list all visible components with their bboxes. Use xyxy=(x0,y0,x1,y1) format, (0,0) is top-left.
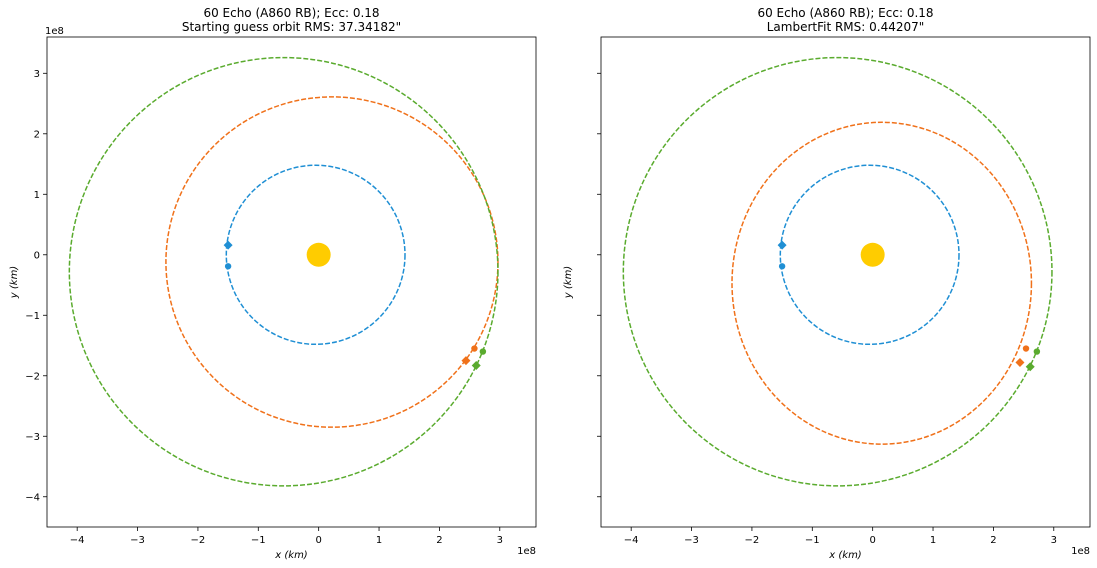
x-tick-label: 3 xyxy=(497,535,503,546)
x-tick-label: −1 xyxy=(251,535,266,546)
chart-title: 60 Echo (A860 RB); Ecc: 0.18 xyxy=(757,6,933,20)
chart-subtitle: LambertFit RMS: 0.44207" xyxy=(767,20,925,34)
x-tick-label: −4 xyxy=(70,535,85,546)
diamond-marker xyxy=(471,360,481,370)
y-tick-label: −2 xyxy=(25,371,40,382)
y-axis-label: y (km) xyxy=(9,266,20,299)
x-offset-label: 1e8 xyxy=(1071,546,1090,557)
x-tick-label: 1 xyxy=(376,535,382,546)
circle-marker xyxy=(479,348,487,355)
diamond-marker xyxy=(1015,357,1025,367)
sun-marker xyxy=(860,242,885,267)
diamond-marker xyxy=(461,356,471,366)
y-axis-label: y (km) xyxy=(563,266,574,299)
orbit-path xyxy=(622,56,1053,487)
sun-marker xyxy=(306,242,331,267)
y-tick-label: −4 xyxy=(25,492,40,503)
chart-title: 60 Echo (A860 RB); Ecc: 0.18 xyxy=(203,6,379,20)
orbit-path xyxy=(68,56,499,487)
x-tick-label: −1 xyxy=(805,535,820,546)
orbit-path xyxy=(225,164,406,346)
data-layer xyxy=(622,56,1053,487)
orbit-path xyxy=(731,121,1033,445)
circle-marker xyxy=(224,263,232,270)
x-tick-label: −2 xyxy=(191,535,206,546)
diamond-marker xyxy=(777,240,787,250)
circle-marker xyxy=(1022,345,1030,352)
diamond-marker xyxy=(223,240,233,250)
circle-marker xyxy=(778,263,786,270)
x-axis-label: x (km) xyxy=(828,550,861,561)
x-tick-label: 3 xyxy=(1051,535,1057,546)
x-tick-label: −3 xyxy=(684,535,699,546)
orbit-path xyxy=(779,164,960,346)
plot-area xyxy=(600,36,1091,528)
circle-marker xyxy=(471,345,478,352)
x-tick-label: 2 xyxy=(990,535,996,546)
y-tick-label: 0 xyxy=(34,250,40,261)
x-tick-label: −4 xyxy=(624,535,639,546)
y-offset-label: 1e8 xyxy=(45,26,64,37)
diamond-marker xyxy=(1025,362,1035,372)
x-tick-label: 2 xyxy=(436,535,442,546)
data-layer xyxy=(68,56,499,487)
x-tick-label: −2 xyxy=(745,535,760,546)
orbit-path xyxy=(165,96,499,428)
y-tick-label: −1 xyxy=(25,311,40,322)
y-tick-label: −3 xyxy=(25,432,40,443)
right-subplot: 60 Echo (A860 RB); Ecc: 0.18 LambertFit … xyxy=(563,6,1091,561)
y-tick-label: 1 xyxy=(34,190,40,201)
x-tick-label: 1 xyxy=(930,535,936,546)
x-tick-label: 0 xyxy=(869,535,875,546)
x-tick-label: −3 xyxy=(130,535,145,546)
x-tick-label: 0 xyxy=(315,535,321,546)
y-tick-label: 2 xyxy=(34,129,40,140)
y-tick-label: 3 xyxy=(34,69,40,80)
chart-subtitle: Starting guess orbit RMS: 37.34182" xyxy=(182,20,401,34)
x-axis-label: x (km) xyxy=(274,550,307,561)
x-offset-label: 1e8 xyxy=(517,546,536,557)
plot-area xyxy=(46,36,537,528)
circle-marker xyxy=(1033,348,1041,355)
left-subplot: 60 Echo (A860 RB); Ecc: 0.18 Starting gu… xyxy=(9,6,537,561)
